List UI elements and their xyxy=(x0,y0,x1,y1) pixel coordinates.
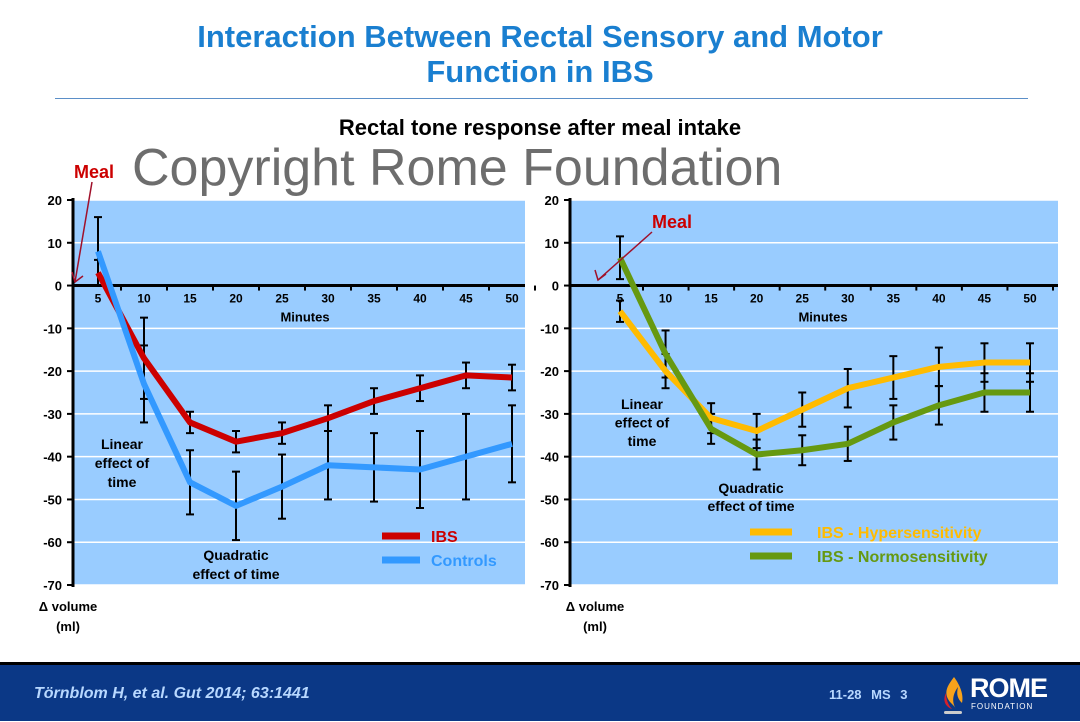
annotation-text: effect of xyxy=(95,455,150,471)
y-tick-label: -30 xyxy=(43,407,62,422)
y-tick-label: -60 xyxy=(540,535,559,550)
x-tick-label: 50 xyxy=(505,292,519,306)
annotation-text: time xyxy=(628,433,657,449)
y-tick-label: -60 xyxy=(43,535,62,550)
annotation-text: effect of time xyxy=(192,566,279,582)
x-tick-label: 45 xyxy=(978,292,992,306)
x-tick-label: 50 xyxy=(1023,292,1037,306)
x-tick-label: 30 xyxy=(841,292,855,306)
rome-foundation-logo: ROME FOUNDATION xyxy=(938,673,1038,717)
plot-background xyxy=(73,200,525,585)
x-tick-label: 45 xyxy=(459,292,473,306)
x-axis-label: Minutes xyxy=(798,310,847,325)
logo-subtext: FOUNDATION xyxy=(971,702,1033,711)
y-tick-label: -10 xyxy=(540,321,559,336)
y-tick-label: 0 xyxy=(55,279,62,294)
y-tick-label: 20 xyxy=(545,193,559,208)
y-tick-label: -70 xyxy=(540,578,559,593)
x-tick-label: 20 xyxy=(750,292,764,306)
flame-icon xyxy=(938,673,968,717)
logo-text: ROME xyxy=(970,673,1047,704)
x-tick-label: 25 xyxy=(796,292,810,306)
y-tick-label: -70 xyxy=(43,578,62,593)
legend-label: IBS - Hypersensitivity xyxy=(817,525,982,542)
x-tick-label: 10 xyxy=(659,292,673,306)
y-tick-label: -40 xyxy=(540,450,559,465)
y-tick-label: -30 xyxy=(540,407,559,422)
annotation-text: Linear xyxy=(101,436,144,452)
y-tick-label: 10 xyxy=(545,236,559,251)
footer-bar: Törnblom H, et al. Gut 2014; 63:1441 11-… xyxy=(0,662,1080,721)
y-tick-label: -20 xyxy=(43,364,62,379)
legend-label: Controls xyxy=(431,553,497,570)
legend-label: IBS - Normosensitivity xyxy=(817,549,988,566)
y-tick-label: 20 xyxy=(48,193,62,208)
x-tick-label: 40 xyxy=(932,292,946,306)
x-tick-label: 10 xyxy=(137,292,151,306)
x-tick-label: 20 xyxy=(229,292,243,306)
y-tick-label: -10 xyxy=(43,321,62,336)
annotation-text: Quadratic xyxy=(718,480,784,496)
x-tick-label: 5 xyxy=(95,292,102,306)
y-tick-label: -20 xyxy=(540,364,559,379)
legend-label: IBS xyxy=(431,529,458,546)
y-axis-unit: (ml) xyxy=(56,619,80,634)
x-tick-label: 30 xyxy=(321,292,335,306)
x-tick-label: 35 xyxy=(367,292,381,306)
annotation-text: Quadratic xyxy=(203,547,269,563)
y-tick-label: -40 xyxy=(43,450,62,465)
x-tick-label: 35 xyxy=(887,292,901,306)
y-axis-label: Δ volume xyxy=(39,599,97,614)
annotation-text: time xyxy=(108,474,137,490)
annotation-text: effect of time xyxy=(707,498,794,514)
y-tick-label: 0 xyxy=(552,279,559,294)
x-axis-label: Minutes xyxy=(280,310,329,325)
y-tick-label: -50 xyxy=(540,492,559,507)
citation: Törnblom H, et al. Gut 2014; 63:1441 xyxy=(34,685,310,703)
annotation-text: effect of xyxy=(615,415,670,431)
y-axis-label: Δ volume xyxy=(566,599,624,614)
x-tick-label: 25 xyxy=(275,292,289,306)
y-tick-label: -50 xyxy=(43,492,62,507)
x-tick-label: 15 xyxy=(704,292,718,306)
charts-canvas: 20 10 0 -10 -20 -30 -40 -50 -60 -70 5 10 15 20 25 30 35 4… xyxy=(0,0,1080,660)
x-tick-label: 40 xyxy=(413,292,427,306)
meal-label: Meal xyxy=(74,162,114,182)
slide-number: 11-28 MS 3 xyxy=(829,687,908,702)
y-tick-label: 10 xyxy=(48,236,62,251)
annotation-text: Linear xyxy=(621,396,664,412)
y-axis-unit: (ml) xyxy=(583,619,607,634)
x-tick-label: 15 xyxy=(183,292,197,306)
meal-label: Meal xyxy=(652,212,692,232)
